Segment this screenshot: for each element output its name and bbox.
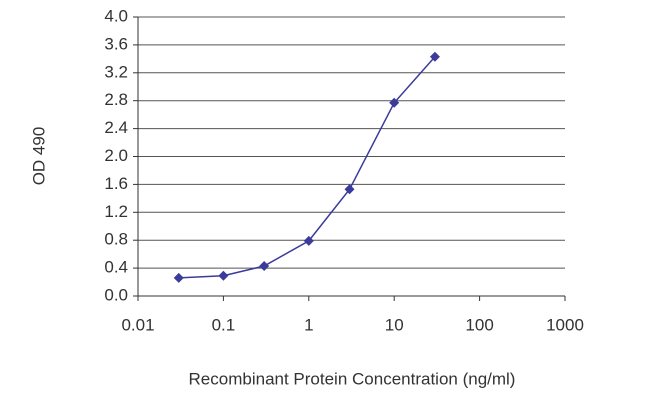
y-tick-label: 1.2 xyxy=(104,202,128,221)
data-point xyxy=(344,184,355,195)
x-axis-title: Recombinant Protein Concentration (ng/ml… xyxy=(189,369,516,388)
y-tick-label: 3.2 xyxy=(104,62,128,81)
series-line xyxy=(178,56,436,279)
x-tick-label: 0.01 xyxy=(121,315,154,334)
x-tick-label: 100 xyxy=(465,315,493,334)
y-tick-label: 1.6 xyxy=(104,174,128,193)
data-point xyxy=(173,272,184,283)
y-tick-label: 2.4 xyxy=(104,118,128,137)
y-tick-label: 2.8 xyxy=(104,90,128,109)
data-point xyxy=(303,235,314,246)
data-point xyxy=(259,261,270,272)
y-axis-title: OD 490 xyxy=(29,127,48,186)
y-tick-label: 0.4 xyxy=(104,258,128,277)
y-tick-label: 2.0 xyxy=(104,146,128,165)
x-tick-label: 10 xyxy=(385,315,404,334)
x-tick-label: 0.1 xyxy=(212,315,236,334)
y-tick-label: 4.0 xyxy=(104,6,128,25)
y-tick-label: 0.8 xyxy=(104,230,128,249)
y-tick-label: 0.0 xyxy=(104,285,128,304)
data-point xyxy=(218,270,229,281)
x-tick-label: 1000 xyxy=(546,315,584,334)
x-tick-label: 1 xyxy=(304,315,313,334)
data-point xyxy=(389,97,400,108)
data-point xyxy=(429,51,440,62)
y-tick-label: 3.6 xyxy=(104,34,128,53)
